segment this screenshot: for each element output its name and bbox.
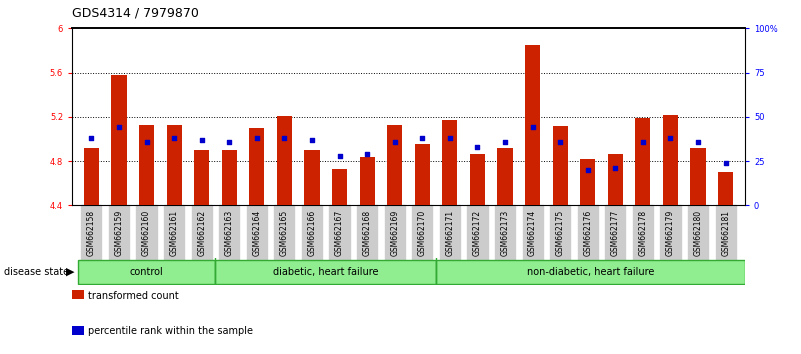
Point: [251, 135, 264, 141]
Point: [582, 167, 594, 173]
Point: [278, 135, 291, 141]
Bar: [690, 148, 706, 205]
Text: disease state: disease state: [4, 267, 69, 277]
Point: [167, 135, 180, 141]
Bar: [608, 154, 623, 205]
Bar: [635, 118, 650, 205]
Point: [113, 125, 126, 130]
Bar: [139, 125, 154, 205]
Bar: [663, 115, 678, 205]
Bar: [442, 120, 457, 205]
Text: transformed count: transformed count: [88, 291, 179, 301]
Point: [306, 137, 319, 143]
Point: [526, 125, 539, 130]
Bar: [387, 125, 402, 205]
Point: [471, 144, 484, 150]
Text: ▶: ▶: [66, 267, 74, 277]
Point: [609, 165, 622, 171]
Point: [388, 139, 401, 144]
Bar: [111, 75, 127, 205]
Point: [416, 135, 429, 141]
Text: GDS4314 / 7979870: GDS4314 / 7979870: [72, 6, 199, 19]
FancyBboxPatch shape: [215, 260, 436, 284]
Bar: [304, 150, 320, 205]
Bar: [332, 169, 347, 205]
Bar: [84, 148, 99, 205]
FancyBboxPatch shape: [78, 260, 215, 284]
Point: [637, 139, 650, 144]
Point: [333, 153, 346, 159]
Bar: [167, 125, 182, 205]
Bar: [553, 126, 568, 205]
Point: [691, 139, 704, 144]
Bar: [580, 159, 595, 205]
Point: [444, 135, 457, 141]
Bar: [277, 116, 292, 205]
Bar: [194, 150, 209, 205]
Point: [85, 135, 98, 141]
Text: control: control: [130, 267, 163, 277]
Point: [360, 151, 373, 157]
Point: [140, 139, 153, 144]
Point: [719, 160, 732, 166]
Text: diabetic, heart failure: diabetic, heart failure: [273, 267, 379, 277]
Bar: [525, 45, 540, 205]
Bar: [470, 154, 485, 205]
FancyBboxPatch shape: [436, 260, 745, 284]
Point: [195, 137, 208, 143]
Bar: [222, 150, 237, 205]
Point: [498, 139, 511, 144]
Text: percentile rank within the sample: percentile rank within the sample: [88, 326, 253, 336]
Bar: [360, 157, 375, 205]
Point: [223, 139, 235, 144]
Bar: [249, 128, 264, 205]
Bar: [497, 148, 513, 205]
Bar: [415, 144, 430, 205]
Point: [664, 135, 677, 141]
Bar: [718, 172, 733, 205]
Point: [553, 139, 566, 144]
Text: non-diabetic, heart failure: non-diabetic, heart failure: [527, 267, 654, 277]
